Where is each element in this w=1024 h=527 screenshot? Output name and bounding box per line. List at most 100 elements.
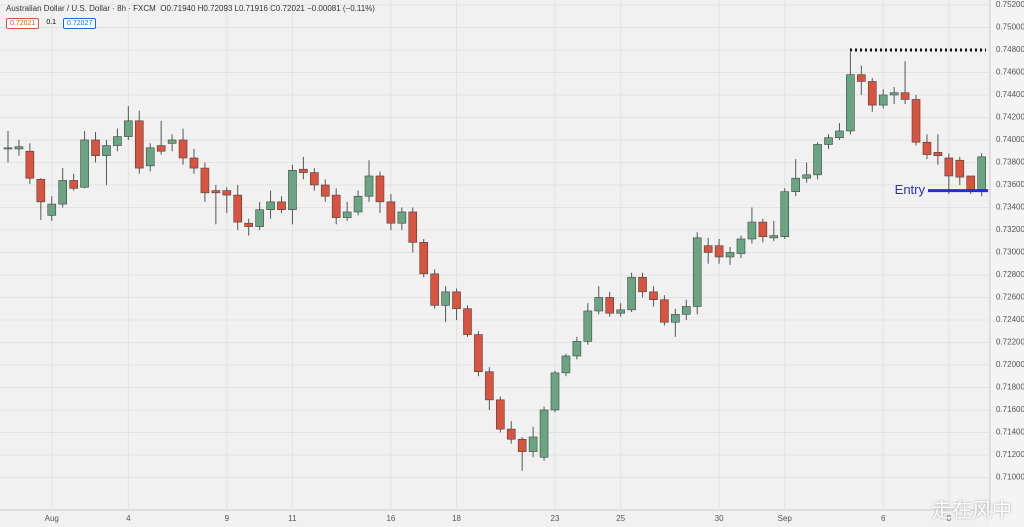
candle-body [244, 222, 253, 227]
candle-body [495, 399, 505, 430]
candle-body [430, 273, 439, 306]
candle-body [156, 145, 166, 152]
y-tick-label: 0.72000 [996, 360, 1024, 369]
candle-body [463, 308, 472, 335]
candle-body [331, 194, 341, 218]
candle-body [419, 242, 429, 275]
y-tick-label: 0.71200 [996, 450, 1024, 459]
candle-body [342, 211, 352, 218]
candle-body [977, 156, 986, 190]
badge[interactable]: 0.72021 [6, 18, 40, 29]
candle-body [113, 136, 122, 146]
ohlc: O0.71940 H0.72093 L0.71916 C0.72021 −0.0… [160, 4, 375, 13]
candle-body [944, 157, 954, 177]
y-tick-label: 0.74800 [996, 45, 1024, 54]
candle-body [25, 150, 35, 179]
x-tick-label: 18 [452, 514, 461, 523]
y-tick-label: 0.73400 [996, 203, 1024, 212]
candle-body [539, 409, 549, 458]
candle-body [80, 139, 89, 188]
candle-body [725, 252, 735, 258]
candle-body [813, 144, 822, 176]
x-tick-label: 30 [715, 514, 724, 523]
candle-body [124, 120, 133, 137]
y-tick-label: 0.72400 [996, 315, 1024, 324]
candle-body [222, 190, 232, 196]
y-tick-label: 0.71800 [996, 383, 1024, 392]
candle-body [857, 74, 866, 82]
candle-body [660, 299, 669, 323]
x-tick-label: 8 [947, 514, 952, 523]
candle-body [824, 137, 833, 145]
candle-body [703, 245, 713, 253]
candle-body [736, 238, 746, 254]
watermark: 走在风中 [932, 498, 1012, 522]
candle-body [386, 201, 396, 224]
candle-body [714, 245, 724, 258]
candle-body [616, 309, 625, 314]
candle-body [671, 314, 680, 323]
y-tick-label: 0.71600 [996, 405, 1024, 414]
candle-body [178, 139, 188, 159]
badge[interactable]: 0.1 [46, 19, 57, 26]
y-tick-label: 0.72600 [996, 293, 1024, 302]
y-tick-label: 0.72200 [996, 338, 1024, 347]
candle-body [867, 81, 877, 106]
candle-body [594, 297, 604, 312]
candle-body [255, 209, 264, 227]
badge[interactable]: 0.72027 [63, 18, 97, 29]
candle-body [58, 180, 68, 205]
candle-body [14, 146, 24, 150]
y-tick-label: 0.74400 [996, 90, 1024, 99]
candle-body [692, 237, 702, 307]
candle-body [791, 177, 800, 193]
candle-body [649, 291, 658, 301]
x-tick-label: Aug [45, 514, 59, 523]
candle-body [900, 92, 910, 100]
candle-body [889, 92, 899, 96]
x-tick-label: 9 [225, 514, 230, 523]
candle-body [310, 172, 319, 186]
y-tick-label: 0.75000 [996, 23, 1024, 32]
candle-body [288, 170, 297, 211]
candle-body [878, 94, 888, 106]
y-tick-label: 0.74000 [996, 135, 1024, 144]
candle-body [69, 180, 78, 189]
y-tick-label: 0.73000 [996, 248, 1024, 257]
candle-body [474, 334, 483, 373]
candle-body [747, 221, 757, 240]
badges: 0.72021 0.1 0.72027 [6, 18, 97, 29]
candle-body [572, 341, 582, 357]
candle-body [638, 276, 647, 293]
y-tick-label: 0.73600 [996, 180, 1024, 189]
candle-body [846, 74, 855, 132]
candle-body [277, 201, 286, 211]
candle-body [167, 139, 177, 144]
candle-body [922, 141, 932, 155]
candle-body [299, 168, 308, 173]
candle-body [211, 190, 221, 194]
candle-body [266, 201, 275, 211]
x-tick-label: 25 [616, 514, 625, 523]
candle-body [3, 147, 13, 150]
candle-body [441, 291, 450, 306]
x-tick-label: 11 [288, 514, 297, 523]
candle-body [408, 211, 418, 243]
candle-body [397, 211, 407, 224]
candle-body [627, 276, 636, 311]
entry-label: Entry [895, 182, 926, 197]
candle-body [200, 167, 210, 194]
candle-body [353, 195, 363, 213]
candle-body [528, 436, 538, 452]
header: Australian Dollar / U.S. Dollar · 8h · F… [6, 4, 375, 13]
candle-body [233, 194, 243, 223]
y-tick-label: 0.75200 [996, 0, 1024, 9]
candle-body [91, 139, 100, 157]
candle-body [802, 174, 811, 179]
y-tick-label: 0.74200 [996, 113, 1024, 122]
candle-body [506, 428, 516, 440]
candle-body [452, 291, 461, 310]
x-tick-label: 4 [126, 514, 131, 523]
candle-body [517, 438, 527, 452]
